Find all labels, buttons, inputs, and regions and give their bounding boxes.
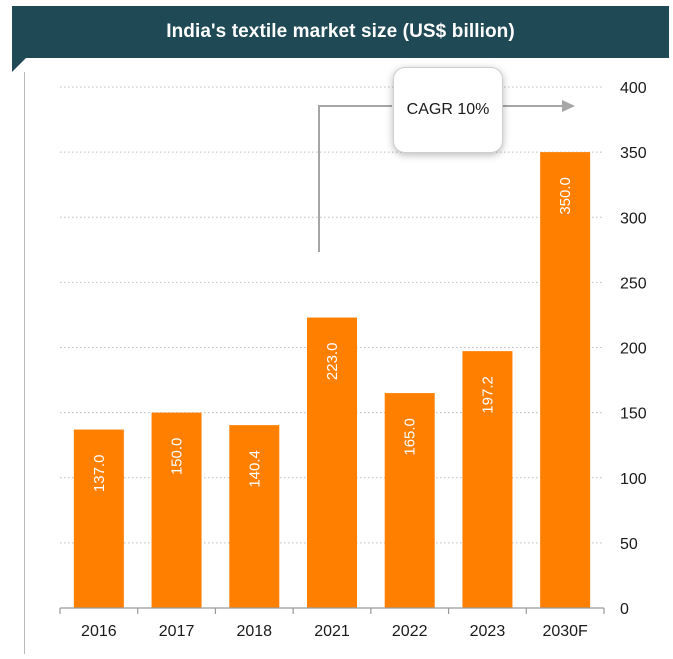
x-tick-label: 2030F: [542, 623, 588, 640]
x-tick-label: 2017: [159, 623, 195, 640]
x-axis-ticks: 2016 2017 2018 2021 2022 2023 2030F: [81, 623, 588, 640]
bar-value-label: 223.0: [324, 343, 341, 381]
y-tick-label: 50: [620, 536, 638, 553]
x-tick-label: 2021: [314, 623, 350, 640]
y-tick-label: 200: [620, 341, 647, 358]
y-tick-label: 250: [620, 275, 647, 292]
x-tick-label: 2018: [236, 623, 272, 640]
y-axis-ticks: 0 50 100 150 200 250 300 350 400: [620, 80, 647, 618]
x-tick-label: 2016: [81, 623, 117, 640]
y-tick-label: 0: [620, 601, 629, 618]
cagr-bracket-left: [319, 106, 392, 252]
y-tick-label: 100: [620, 471, 647, 488]
y-tick-label: 400: [620, 80, 647, 97]
bar-value-label: 140.4: [246, 450, 263, 488]
y-tick-label: 150: [620, 406, 647, 423]
bar-value-label: 197.2: [479, 376, 496, 414]
bar-value-label: 165.0: [402, 418, 419, 456]
cagr-annotation: CAGR 10%: [393, 67, 503, 153]
cagr-arrowhead: [562, 100, 575, 112]
bar-value-label: 150.0: [169, 438, 186, 476]
y-tick-label: 350: [620, 145, 647, 162]
x-axis: [60, 608, 604, 614]
x-tick-label: 2023: [470, 623, 506, 640]
bar: [540, 152, 590, 608]
x-tick-label: 2022: [392, 623, 428, 640]
bar-value-label: 137.0: [91, 455, 108, 493]
bar-value-label: 350.0: [557, 177, 574, 215]
y-tick-label: 300: [620, 210, 647, 227]
